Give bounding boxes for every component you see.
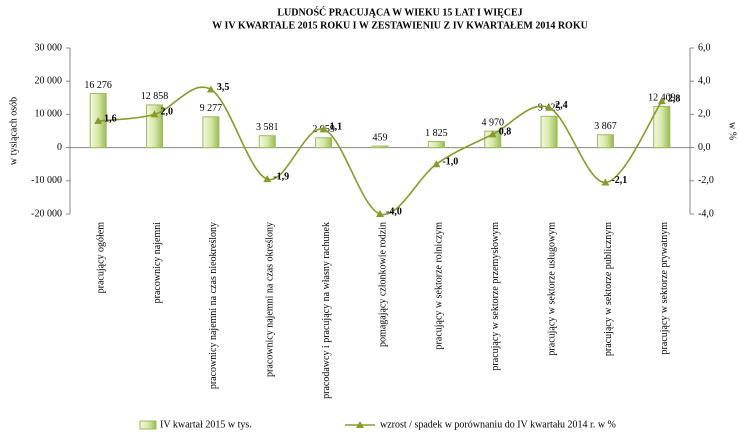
y2-tick-label: 6,0: [698, 42, 711, 53]
line-marker: [94, 117, 103, 125]
bar: [371, 145, 389, 149]
bar: [315, 137, 333, 149]
x-tick-label: pracujący ogółem: [95, 222, 106, 294]
x-tick-label: pomagający członkowie rodzin: [377, 222, 388, 347]
line: [98, 86, 663, 216]
line-value-label: 1,6: [104, 113, 117, 124]
chart-title: W IV KWARTALE 2015 ROKU I W ZESTAWIENIU …: [212, 20, 588, 31]
x-tick-label: pracodawcy i pracujący na własny rachune…: [321, 222, 332, 399]
y-tick-label: 0: [57, 142, 62, 153]
line-marker: [376, 210, 384, 217]
x-tick-label: pracujący w sektorze przemysłowym: [490, 222, 501, 371]
y2-tick-label: -2,0: [698, 175, 714, 186]
bar-value-label: 9 277: [200, 103, 223, 114]
line-marker: [319, 125, 328, 133]
bar: [653, 105, 671, 149]
x-tick-label: pracownicy najemni na czas nieokreślony: [208, 222, 219, 389]
x-tick-label: pracujący w sektorze prywatnym: [659, 222, 670, 355]
line-value-label: -1,0: [442, 156, 458, 167]
legend-label: IV kwartał 2015 w tys.: [160, 419, 252, 430]
bar-value-label: 3 867: [594, 121, 617, 132]
y2-tick-label: 4,0: [698, 75, 711, 86]
chart-title: LUDNOŚĆ PRACUJĄCA W WIEKU 15 LAT I WIĘCE…: [277, 6, 522, 18]
bar: [427, 141, 445, 149]
line-value-label: 2,4: [555, 100, 568, 111]
x-tick-label: pracownicy najemni na czas określony: [265, 222, 276, 377]
x-tick-label: pracujący w sektorze rolniczym: [434, 222, 445, 350]
y-tick-label: 20 000: [35, 75, 63, 86]
bar-value-label: 12 858: [141, 91, 169, 102]
y-tick-label: 30 000: [35, 42, 63, 53]
x-tick-label: pracownicy najemni: [152, 222, 163, 304]
line-value-label: -4,0: [386, 206, 402, 217]
line-marker: [150, 110, 159, 118]
line-value-label: 2,8: [668, 93, 681, 104]
line-value-label: 2,0: [161, 107, 174, 118]
line-value-label: 0,8: [499, 127, 512, 138]
x-tick-label: pracujący w sektorze usługowym: [546, 222, 557, 356]
y-axis-label: w tysiącach osób: [8, 97, 19, 165]
x-tick-label: pracujący w sektorze publicznym: [603, 222, 614, 356]
y2-tick-label: 2,0: [698, 109, 711, 120]
legend-swatch: [139, 420, 157, 430]
line-marker: [545, 103, 554, 111]
legend-swatch: [356, 421, 364, 428]
bar-value-label: 16 276: [84, 80, 112, 91]
line-value-label: 3,5: [217, 82, 230, 93]
line-marker: [432, 160, 441, 168]
bar: [540, 115, 558, 149]
line-marker: [657, 97, 666, 105]
line-marker: [488, 130, 497, 138]
bar-value-label: 1 825: [425, 128, 448, 139]
bar-value-label: 459: [373, 132, 388, 143]
y2-tick-label: -4,0: [698, 208, 714, 219]
bar: [258, 135, 276, 149]
line-marker: [206, 85, 215, 93]
line-value-label: -2,1: [611, 175, 627, 186]
line-value-label: 1,1: [330, 122, 343, 133]
y2-axis-label: w %: [727, 122, 738, 140]
bar-value-label: 3 581: [256, 122, 279, 133]
y-tick-label: 10 000: [35, 109, 63, 120]
line-value-label: -1,9: [273, 171, 289, 182]
y2-tick-label: 0,0: [698, 142, 711, 153]
line-marker: [601, 178, 610, 186]
line-marker: [263, 175, 272, 183]
legend-label: wzrost / spadek w porównaniu do IV kwart…: [380, 419, 616, 430]
y-tick-label: -20 000: [31, 208, 62, 219]
bar: [596, 134, 614, 149]
y-tick-label: -10 000: [31, 175, 62, 186]
bar: [202, 116, 220, 149]
bar-value-label: 4 970: [481, 117, 504, 128]
